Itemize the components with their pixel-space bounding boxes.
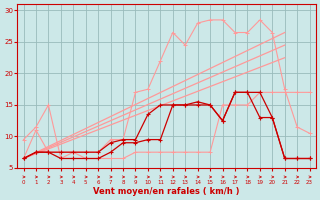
X-axis label: Vent moyen/en rafales ( km/h ): Vent moyen/en rafales ( km/h ) — [93, 187, 240, 196]
